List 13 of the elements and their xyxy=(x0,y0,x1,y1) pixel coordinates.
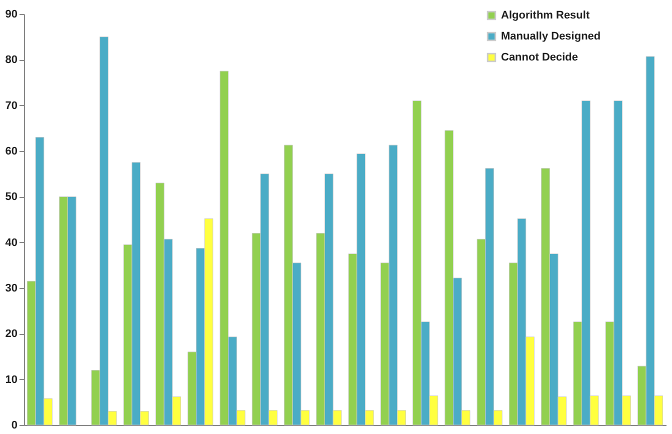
y-tick-label: 80 xyxy=(5,54,18,66)
legend-label: Manually Designed xyxy=(501,30,601,42)
y-tick-label: 0 xyxy=(11,420,18,432)
y-tick-label: 10 xyxy=(5,374,18,386)
y-tick-label: 90 xyxy=(5,8,18,20)
legend-label: Cannot Decide xyxy=(501,52,578,64)
y-tick-label: 50 xyxy=(5,191,18,204)
y-tick-label: 60 xyxy=(5,146,18,158)
legend-label: Algorithm Result xyxy=(501,10,590,22)
y-tick-label: 40 xyxy=(5,236,18,249)
y-tick-label: 70 xyxy=(5,100,18,112)
y-tick-label: 30 xyxy=(5,282,18,294)
y-tick-label: 20 xyxy=(5,328,18,340)
